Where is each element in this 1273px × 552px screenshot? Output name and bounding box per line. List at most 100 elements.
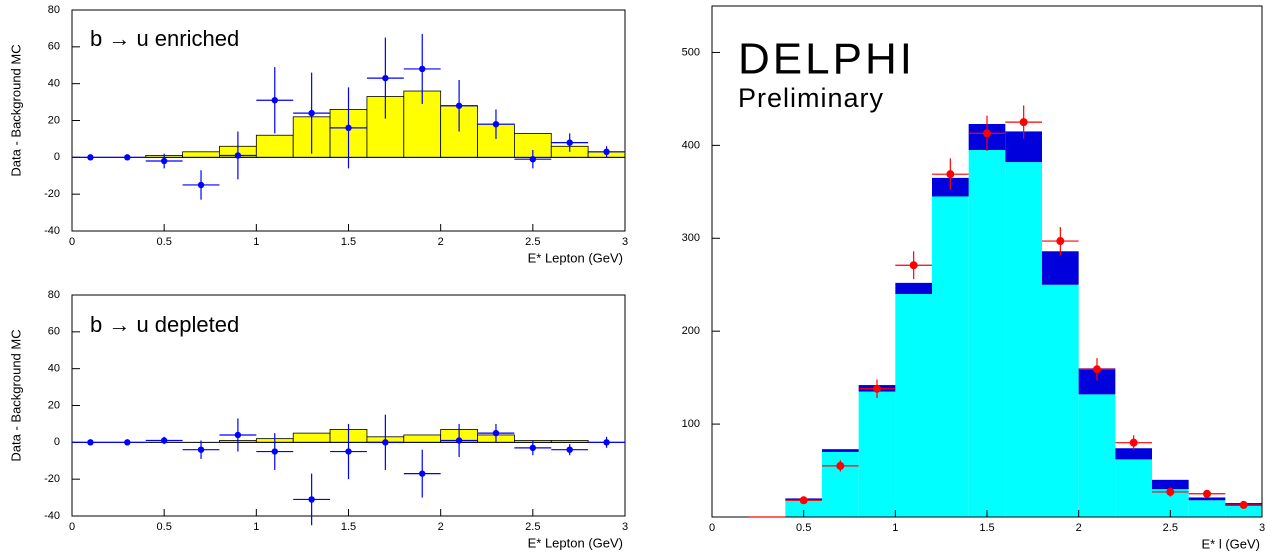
data-point <box>87 439 94 446</box>
x-axis-label: E* l (GeV) <box>1201 536 1260 551</box>
y-tick-label: 0 <box>54 436 60 448</box>
y-tick-label: 40 <box>48 363 60 375</box>
data-point <box>529 155 537 163</box>
data-point <box>455 102 463 109</box>
data-point <box>124 439 131 446</box>
x-tick-label: 0.5 <box>157 521 172 533</box>
y-tick-label: 20 <box>48 399 60 411</box>
x-axis-label: E* Lepton (GeV) <box>528 535 623 550</box>
data-point <box>566 139 573 146</box>
data-point <box>382 439 389 446</box>
data-point <box>271 448 278 455</box>
histogram-bar <box>1152 479 1189 490</box>
data-point <box>419 65 426 73</box>
annotation: DELPHI <box>738 35 915 84</box>
histogram-bar <box>932 196 969 518</box>
histogram-bar <box>1078 394 1116 517</box>
histogram-bar <box>1005 162 1042 517</box>
histogram-bar <box>403 434 442 443</box>
x-tick-label: 1 <box>253 236 259 248</box>
histogram-bar <box>895 282 932 295</box>
annotation: b → u enriched <box>90 26 239 51</box>
x-tick-label: 2 <box>438 521 444 533</box>
histogram-bar <box>1188 497 1226 501</box>
histogram-bar <box>785 500 822 517</box>
data-point <box>566 446 573 453</box>
x-tick-label: 2.5 <box>1163 522 1178 534</box>
x-tick-label: 1.5 <box>341 236 356 248</box>
histogram-bar <box>1042 284 1079 517</box>
y-tick-label: 20 <box>48 114 60 126</box>
data-point <box>873 384 881 393</box>
x-tick-label: 3 <box>1259 522 1265 534</box>
data-point <box>197 181 205 189</box>
y-tick-label: 60 <box>48 326 60 338</box>
x-tick-label: 1 <box>892 522 898 534</box>
y-tick-label: 200 <box>682 325 700 337</box>
y-tick-label: -40 <box>44 510 60 522</box>
x-tick-label: 2.5 <box>525 236 540 248</box>
histogram-bar <box>182 151 220 158</box>
y-tick-label: 500 <box>682 46 700 58</box>
x-tick-label: 3 <box>622 521 628 533</box>
data-point <box>603 439 610 446</box>
data-point <box>234 431 242 439</box>
histogram-bar <box>1042 251 1079 285</box>
histogram-bar <box>822 449 859 452</box>
data-point <box>983 129 991 138</box>
data-point <box>492 429 500 437</box>
x-tick-label: 0 <box>709 522 715 534</box>
data-point <box>1093 365 1101 374</box>
data-point <box>160 157 168 165</box>
data-point <box>799 496 808 505</box>
x-axis-label: E* Lepton (GeV) <box>528 250 623 265</box>
y-tick-label: -40 <box>44 225 60 237</box>
subtitle: Preliminary <box>738 83 884 113</box>
data-point <box>529 444 537 452</box>
y-tick-label: 300 <box>682 232 700 244</box>
x-tick-label: 1 <box>253 521 259 533</box>
y-axis-label: Data - Background MC <box>8 329 23 461</box>
data-point <box>946 170 955 179</box>
data-point <box>308 496 315 503</box>
data-point <box>124 154 131 161</box>
data-point <box>1019 118 1028 127</box>
data-point <box>197 446 205 453</box>
histogram-bar <box>858 391 896 517</box>
histogram-bar <box>255 134 294 158</box>
y-tick-label: 80 <box>48 4 60 16</box>
data-point <box>1203 489 1211 498</box>
x-tick-label: 2 <box>438 236 444 248</box>
data-point <box>1239 500 1248 509</box>
histogram-bar <box>895 294 932 517</box>
y-axis-label: Data - Background MC <box>8 44 23 176</box>
x-tick-label: 0.5 <box>157 236 172 248</box>
x-tick-label: 0 <box>69 521 75 533</box>
x-tick-label: 0 <box>69 236 75 248</box>
data-point <box>1056 237 1065 246</box>
y-tick-label: 100 <box>682 418 700 430</box>
data-point <box>492 120 500 128</box>
data-point <box>271 97 278 104</box>
data-point <box>87 154 94 161</box>
x-tick-label: 1.5 <box>979 522 994 534</box>
data-point <box>234 152 242 159</box>
x-tick-label: 3 <box>622 236 628 248</box>
histogram-bar <box>1115 459 1152 517</box>
x-tick-label: 2 <box>1076 522 1082 534</box>
y-tick-label: 60 <box>48 41 60 53</box>
data-point <box>603 148 610 156</box>
annotation: b → u depleted <box>90 312 239 337</box>
x-tick-label: 0.5 <box>796 522 811 534</box>
y-tick-label: 40 <box>48 78 60 90</box>
data-point <box>1166 487 1175 496</box>
y-tick-label: 0 <box>54 151 60 163</box>
data-point <box>419 470 426 477</box>
data-point <box>909 261 918 270</box>
y-tick-label: 80 <box>48 289 60 301</box>
histogram-bar <box>968 150 1006 517</box>
data-point <box>455 437 463 444</box>
data-point <box>836 461 845 470</box>
histogram-bar <box>292 432 331 443</box>
